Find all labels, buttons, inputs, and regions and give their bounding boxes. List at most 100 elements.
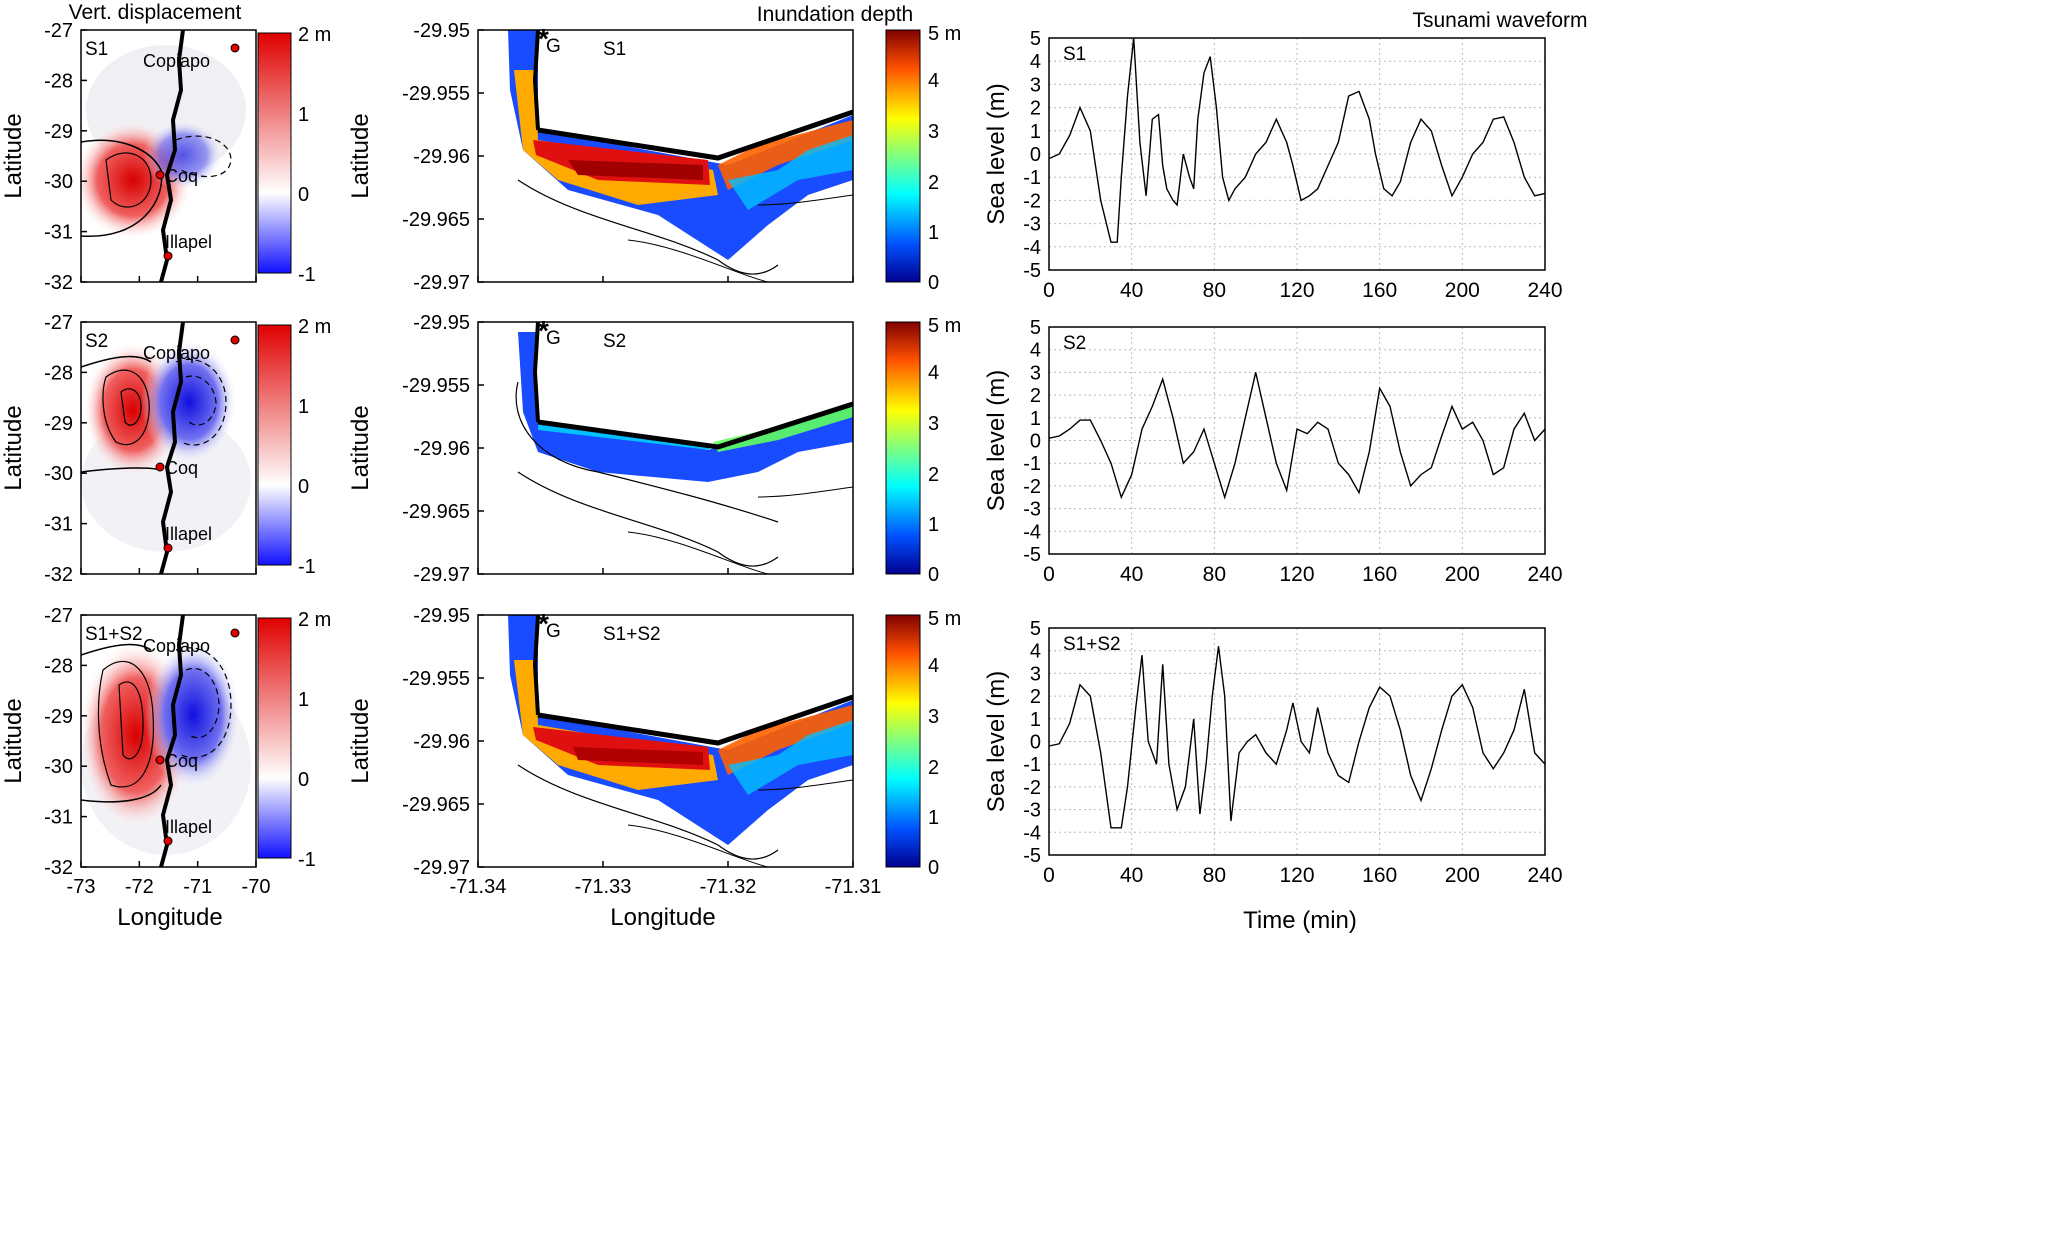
city-marker-copiapo	[230, 628, 240, 638]
displacement-map-s1: S1 Copiapo Coq Illapel	[80, 29, 257, 283]
xtick-label: 80	[1203, 279, 1226, 302]
cbar-tick: 1	[298, 689, 309, 711]
city-label-copiapo: Copiapo	[143, 636, 210, 656]
xtick-label: 120	[1279, 279, 1314, 302]
xtick-label: -70	[242, 876, 271, 898]
ytick-label: -1	[1023, 167, 1041, 189]
ytick-label: -29.97	[413, 564, 470, 586]
ytick-label: -29	[44, 121, 73, 143]
scenario-label: S1	[1063, 44, 1086, 65]
ytick-label: -29	[44, 706, 73, 728]
plot-area	[1049, 327, 1545, 554]
city-label-coq: Coq	[165, 166, 198, 186]
cbar-tick: 0	[928, 857, 939, 879]
ytick-label: -32	[44, 857, 73, 879]
inundation-map-s2: * G S2	[477, 315, 854, 575]
xtick-label: 240	[1527, 279, 1562, 302]
ytick-label: -32	[44, 272, 73, 294]
ytick-label: -3	[1023, 499, 1041, 521]
ytick-label: -29.955	[402, 668, 470, 690]
ytick-label: -29.96	[413, 731, 470, 753]
row-s2: S2 Copiapo Coq Illapel -27-28-29-30-31-3…	[0, 312, 1563, 586]
ytick-label: -28	[44, 362, 73, 384]
ytick-label: -29.97	[413, 272, 470, 294]
cbar-tick: 5 m	[928, 23, 961, 45]
xtick-label: -72	[125, 876, 154, 898]
xtick-label: 160	[1362, 279, 1397, 302]
inundation-colorbar-s1: 5 m 4 3 2 1 0	[885, 23, 961, 294]
inundation-map-s1-s2: * G S1+S2	[477, 608, 854, 868]
waveform-chart-s1-s2: 0 40 80 120 160 200 240-5-4-3-2-1012345S1+S2Se…	[983, 618, 1563, 887]
displacement-colorbar-s2: 2 m 1 0 -1	[257, 316, 331, 578]
xtick-label: 160	[1362, 563, 1397, 586]
ytick-label: 4	[1030, 340, 1041, 362]
cbar-tick: 0	[928, 564, 939, 586]
ytick-label: 5	[1030, 618, 1041, 640]
ytick-label: -29.95	[413, 312, 470, 334]
ytick-label: 5	[1030, 317, 1041, 339]
inundation-axes-s1-s2: -29.95 -29.955 -29.96 -29.965 -29.97-71.34 -7…	[347, 605, 881, 898]
ytick-label: -5	[1023, 845, 1041, 867]
ytick-label: 1	[1030, 709, 1041, 731]
xtick-label: 0	[1043, 279, 1055, 302]
ytick-label: -3	[1023, 214, 1041, 236]
ytick-label: -5	[1023, 544, 1041, 566]
scenario-label: S1	[603, 39, 626, 60]
city-marker-illapel	[163, 251, 173, 261]
inundation-axes-s1: -29.95 -29.955 -29.96 -29.965 -29.97 Latitude	[347, 20, 854, 294]
gauge-label: G	[546, 328, 561, 349]
ytick-label: -2	[1023, 476, 1041, 498]
city-marker-coq	[155, 755, 165, 765]
ytick-label: -32	[44, 564, 73, 586]
ytick-label: 2	[1030, 385, 1041, 407]
title-inundation: Inundation depth	[757, 3, 913, 26]
ytick-label: -30	[44, 171, 73, 193]
xtick-label: 200	[1445, 563, 1480, 586]
xtick-label: -71.34	[450, 876, 507, 898]
cbar-tick: 2 m	[298, 316, 331, 338]
ytick-label: -29	[44, 413, 73, 435]
city-marker-copiapo	[230, 43, 240, 53]
inundation-map-s1: * G S1	[477, 23, 854, 283]
ytick-label: -29.95	[413, 605, 470, 627]
cbar-tick: 2	[928, 172, 939, 194]
cbar-tick: 3	[928, 706, 939, 728]
xtick-label: -71.31	[825, 876, 882, 898]
cbar-tick: 5 m	[928, 315, 961, 337]
xtick-label: 160	[1362, 864, 1397, 887]
displacement-axes-s2: -27 -28 -29 -30 -31 -32 Latitude	[0, 312, 257, 586]
ylabel: Sea level (m)	[983, 370, 1010, 511]
ytick-label: 2	[1030, 98, 1041, 120]
displacement-colorbar-s1: 2 m 1 0 -1	[257, 24, 331, 286]
gauge-star-icon: *	[538, 315, 549, 346]
xtick-label: 80	[1203, 563, 1226, 586]
ytick-label: -29.965	[402, 209, 470, 231]
ytick-label: -28	[44, 655, 73, 677]
xtick-label: 120	[1279, 864, 1314, 887]
xtick-label: 240	[1527, 864, 1562, 887]
series-line-s2	[1048, 372, 1546, 500]
cbar-tick: 1	[298, 396, 309, 418]
ytick-label: 2	[1030, 686, 1041, 708]
ytick-label: -4	[1023, 521, 1041, 543]
city-label-illapel: Illapel	[165, 817, 212, 837]
xtick-label: -71	[183, 876, 212, 898]
city-marker-coq	[155, 462, 165, 472]
ytick-label: 4	[1030, 641, 1041, 663]
cbar-tick: 3	[928, 121, 939, 143]
ytick-label: -2	[1023, 190, 1041, 212]
scenario-label: S1+S2	[85, 624, 143, 645]
xtick-label: 200	[1445, 864, 1480, 887]
ytick-label: -2	[1023, 777, 1041, 799]
ytick-label: -30	[44, 463, 73, 485]
ytick-label: -29.965	[402, 794, 470, 816]
cbar-tick: 1	[928, 222, 939, 244]
ylabel: Sea level (m)	[983, 671, 1010, 812]
ytick-label: -3	[1023, 800, 1041, 822]
scenario-label: S2	[85, 331, 108, 352]
ytick-label: -29.97	[413, 857, 470, 879]
ytick-label: 1	[1030, 121, 1041, 143]
gauge-star-icon: *	[538, 608, 549, 639]
city-label-coq: Coq	[165, 458, 198, 478]
